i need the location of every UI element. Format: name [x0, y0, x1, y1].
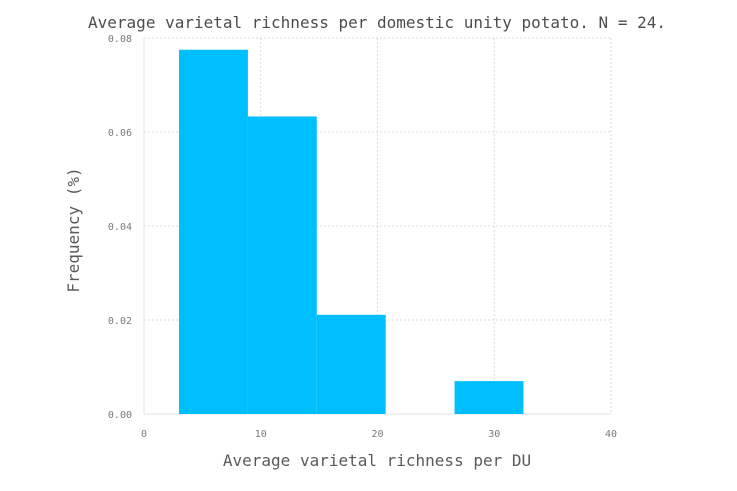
- y-tick-label: 0.02: [108, 316, 132, 327]
- histogram-bar: [316, 314, 386, 414]
- x-tick-labels: 0 10 20 30 40: [141, 429, 617, 440]
- histogram-bar: [454, 381, 524, 414]
- x-tick-label: 10: [255, 429, 267, 440]
- y-axis-label: Frequency (%): [64, 167, 83, 292]
- x-tick-label: 20: [371, 429, 383, 440]
- y-tick-label: 0.06: [108, 128, 132, 139]
- x-tick-label: 0: [141, 429, 147, 440]
- y-tick-label: 0.00: [108, 410, 132, 421]
- x-tick-label: 40: [605, 429, 617, 440]
- chart-title: Average varietal richness per domestic u…: [88, 13, 666, 32]
- histogram-bar: [179, 49, 248, 414]
- y-tick-label: 0.04: [108, 222, 132, 233]
- histogram-bar: [247, 116, 317, 415]
- x-axis-label: Average varietal richness per DU: [223, 451, 531, 470]
- y-tick-label: 0.08: [108, 34, 132, 45]
- bars-group: [179, 49, 524, 415]
- x-tick-label: 30: [488, 429, 500, 440]
- y-tick-labels: 0.00 0.02 0.04 0.06 0.08: [108, 34, 132, 421]
